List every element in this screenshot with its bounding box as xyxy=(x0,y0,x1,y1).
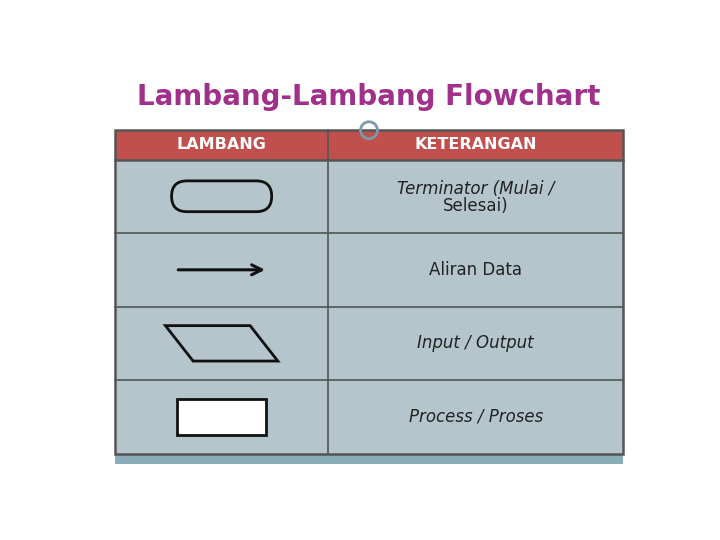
Bar xyxy=(115,159,623,233)
Bar xyxy=(115,233,623,307)
Ellipse shape xyxy=(241,181,271,212)
Bar xyxy=(115,130,623,159)
Bar xyxy=(177,399,266,435)
Bar xyxy=(115,454,623,464)
Text: Selesai): Selesai) xyxy=(443,197,508,215)
Bar xyxy=(115,130,623,454)
Text: Aliran Data: Aliran Data xyxy=(429,261,522,279)
Text: Lambang-Lambang Flowchart: Lambang-Lambang Flowchart xyxy=(138,83,600,111)
Bar xyxy=(115,380,623,454)
Bar xyxy=(187,181,256,212)
Text: LAMBANG: LAMBANG xyxy=(176,137,266,152)
Text: Input / Output: Input / Output xyxy=(418,334,534,352)
Polygon shape xyxy=(166,326,278,361)
Bar xyxy=(115,307,623,380)
Ellipse shape xyxy=(171,181,202,212)
Text: Process / Proses: Process / Proses xyxy=(408,408,543,426)
Text: KETERANGAN: KETERANGAN xyxy=(415,137,537,152)
Text: Terminator (Mulai /: Terminator (Mulai / xyxy=(397,180,554,198)
